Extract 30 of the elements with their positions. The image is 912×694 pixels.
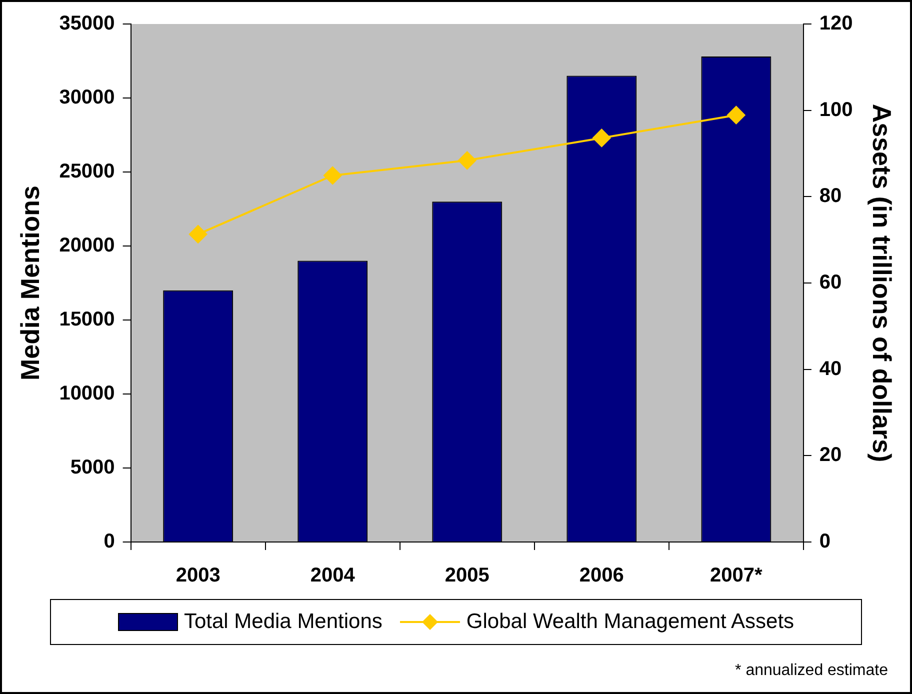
text: * annualized estimate xyxy=(735,662,888,680)
y-tick-label: 20000 xyxy=(59,234,115,257)
y2-tick-label: 80 xyxy=(819,185,842,208)
y2-tick-label: 0 xyxy=(819,530,831,553)
x-tick-label: 2007* xyxy=(710,564,763,587)
x-tick-label: 2006 xyxy=(579,564,624,587)
y-tick-label: 15000 xyxy=(59,308,115,331)
y-tick-label: 5000 xyxy=(70,456,115,479)
y-tick-label: 0 xyxy=(104,530,115,553)
point xyxy=(592,128,611,147)
y-tick-label: 10000 xyxy=(59,382,115,405)
y2-axis-title: Assets (in trillions of dollars) xyxy=(867,104,898,462)
y2-tick-label: 20 xyxy=(819,444,842,466)
y-tick-label: 25000 xyxy=(59,160,115,183)
x-tick-label: 2005 xyxy=(444,564,490,587)
x-tick-label: 2003 xyxy=(176,564,220,587)
point xyxy=(458,151,476,170)
legend-label: Total Media Mentions xyxy=(184,610,382,634)
point xyxy=(727,106,746,124)
y-tick-label: 35000 xyxy=(59,12,115,35)
point xyxy=(189,225,208,244)
y2-tick-label: 120 xyxy=(819,12,853,35)
y-tick-label: 30000 xyxy=(59,86,115,109)
y-axis-title: Media Mentions xyxy=(14,185,45,381)
point xyxy=(324,166,342,185)
x-tick-label: 2004 xyxy=(310,564,356,587)
legend-label: Global Wealth Management Assets xyxy=(466,610,794,634)
y2-tick-label: 100 xyxy=(819,98,853,121)
y2-tick-label: 40 xyxy=(819,358,842,380)
y2-tick-label: 60 xyxy=(819,272,842,294)
